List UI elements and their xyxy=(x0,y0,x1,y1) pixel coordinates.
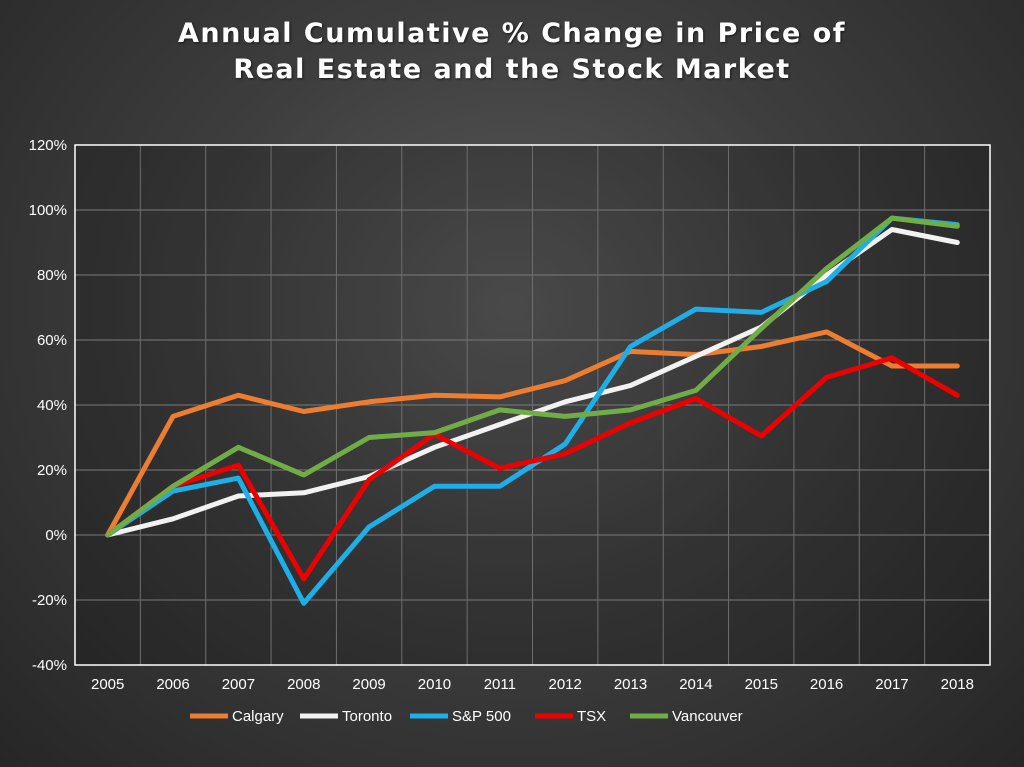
x-tick-label: 2016 xyxy=(810,676,843,693)
x-tick-label: 2010 xyxy=(418,676,451,693)
x-tick-label: 2013 xyxy=(614,676,647,693)
y-tick-label: 60% xyxy=(37,332,67,349)
series-line-tsx xyxy=(105,355,960,582)
series-line-s-p-500 xyxy=(105,215,960,606)
legend-item-vancouver: Vancouver xyxy=(630,708,743,725)
y-tick-label: -40% xyxy=(32,657,67,674)
y-tick-label: 120% xyxy=(29,137,67,154)
legend-item-calgary: Calgary xyxy=(190,708,284,725)
x-tick-label: 2018 xyxy=(941,676,974,693)
x-tick-label: 2015 xyxy=(745,676,778,693)
legend-item-tsx: TSX xyxy=(535,708,606,725)
x-tick-label: 2005 xyxy=(91,676,124,693)
x-tick-label: 2017 xyxy=(875,676,908,693)
y-tick-label: 80% xyxy=(37,267,67,284)
x-tick-label: 2011 xyxy=(484,676,516,693)
x-tick-label: 2009 xyxy=(352,676,385,693)
y-tick-label: -20% xyxy=(32,592,67,609)
plot-area-border xyxy=(74,144,991,666)
y-tick-label: 40% xyxy=(37,397,67,414)
gridlines xyxy=(75,144,990,666)
axis-labels: -40% -20% 0% 20% 40% 60% 80% 100% 120% 2005 2006 20… xyxy=(29,137,974,693)
x-tick-label: 2006 xyxy=(156,676,189,693)
legend-item-toronto: Toronto xyxy=(300,708,392,725)
data-series xyxy=(105,215,960,606)
x-tick-label: 2012 xyxy=(548,676,581,693)
chart-title-line-1: Annual Cumulative % Change in Price of xyxy=(178,18,846,49)
series-line-vancouver xyxy=(105,215,960,538)
y-tick-label: 0% xyxy=(45,527,67,544)
chart-title-line-2: Real Estate and the Stock Market xyxy=(233,54,791,85)
legend-label: S&P 500 xyxy=(452,708,511,725)
y-tick-label: 20% xyxy=(37,462,67,479)
series-line-calgary xyxy=(105,329,960,538)
legend-label: Calgary xyxy=(232,708,284,725)
y-tick-label: 100% xyxy=(29,202,67,219)
x-tick-label: 2007 xyxy=(222,676,255,693)
legend-label: TSX xyxy=(577,708,606,725)
x-tick-label: 2008 xyxy=(287,676,320,693)
legend-item-s-p-500: S&P 500 xyxy=(410,708,511,725)
legend: Calgary Toronto S&P 500 TSX Vancouver xyxy=(190,708,743,725)
x-tick-label: 2014 xyxy=(679,676,712,693)
legend-label: Toronto xyxy=(342,708,392,725)
chart-title: Annual Cumulative % Change in Price of R… xyxy=(0,16,1024,88)
legend-label: Vancouver xyxy=(672,708,743,725)
